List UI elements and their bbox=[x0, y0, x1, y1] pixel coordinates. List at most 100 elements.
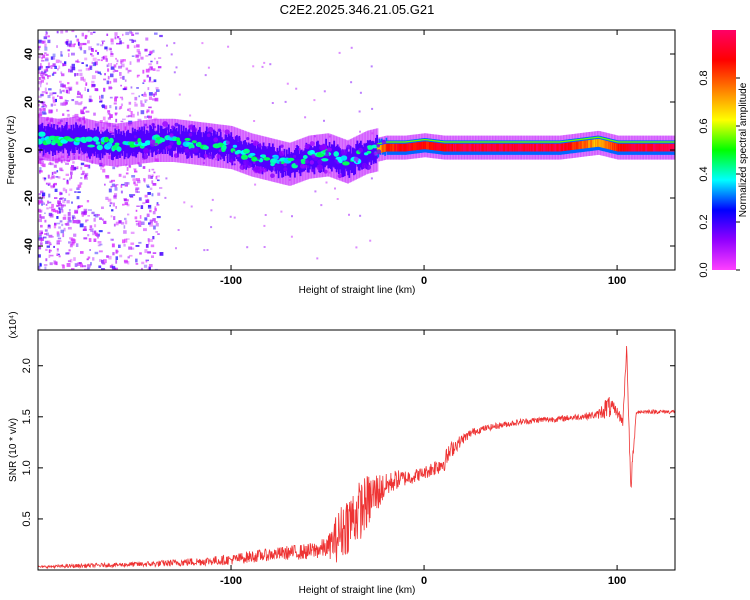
spectrogram-noise-cell bbox=[60, 102, 64, 106]
spectrogram-noise-cell bbox=[66, 263, 71, 267]
spectrogram-ridge-blob bbox=[257, 156, 261, 160]
spectrogram-noise-cell bbox=[130, 113, 135, 118]
spectrogram-ridge-band bbox=[365, 142, 368, 170]
spectrogram-noise-cell bbox=[100, 59, 103, 62]
spectrogram-ridge-core bbox=[399, 141, 402, 143]
spectrogram-noise-cell bbox=[40, 79, 44, 83]
spectrogram-noise-cell bbox=[170, 53, 173, 56]
spectrogram-noise-cell bbox=[143, 178, 146, 183]
spectrogram-ridge-band bbox=[90, 129, 92, 157]
spectrogram-ridge-core bbox=[495, 141, 498, 143]
spectrogram-noise-cell bbox=[46, 245, 50, 248]
spectrogram-noise-cell bbox=[60, 51, 63, 55]
spectrogram-ridge-core bbox=[486, 143, 489, 152]
spectrogram-noise-cell bbox=[325, 181, 328, 184]
spectrogram-noise-cell bbox=[38, 245, 42, 250]
spectrogram-ridge-band bbox=[321, 147, 324, 169]
spectrogram-ridge-core bbox=[596, 139, 599, 147]
spectrogram-noise-cell bbox=[233, 216, 236, 219]
spectrogram-noise-cell bbox=[66, 43, 71, 47]
spectrogram-noise-cell bbox=[66, 100, 69, 102]
spectrogram-noise-cell bbox=[54, 161, 59, 164]
spectrogram-noise-cell bbox=[102, 165, 105, 168]
spectrogram-ridge-blob bbox=[304, 159, 309, 164]
spectrogram-noise-cell bbox=[131, 247, 135, 250]
spectrogram-noise-cell bbox=[148, 264, 153, 268]
spectrogram-noise-cell bbox=[58, 253, 60, 256]
spectrogram-noise-cell bbox=[140, 205, 144, 209]
spectrogram-noise-cell bbox=[158, 57, 162, 59]
spectrogram-ridge-core bbox=[660, 141, 663, 143]
spectrogram-ridge-blob bbox=[243, 148, 250, 154]
spectrogram-ridge-core bbox=[478, 141, 480, 143]
spectrogram-ridge-band bbox=[92, 130, 95, 154]
spectrogram-ridge-core bbox=[644, 143, 646, 152]
spectrogram-ridge-blob bbox=[302, 155, 308, 159]
spectrogram-noise-cell bbox=[65, 41, 69, 45]
spectrogram-noise-cell bbox=[119, 106, 123, 109]
spectrogram-ridge-core bbox=[605, 140, 608, 149]
spectrogram-noise-cell bbox=[56, 170, 59, 173]
spectrogram-ridge-core bbox=[505, 141, 507, 143]
spectrogram-ridge-core bbox=[593, 137, 595, 139]
spectrogram-noise-cell bbox=[115, 206, 117, 209]
spectrogram-ridge-core bbox=[467, 141, 470, 143]
spectrogram-ridge-core bbox=[621, 141, 624, 143]
spectrogram-noise-cell bbox=[62, 178, 66, 180]
spectrogram-ridge-blob bbox=[206, 133, 211, 138]
spectrogram-ridge-core bbox=[534, 141, 536, 143]
spectrogram-noise-cell bbox=[151, 180, 154, 184]
spectrogram-ridge-core bbox=[463, 141, 466, 143]
spectrogram-ridge-core bbox=[541, 143, 544, 152]
spectrogram-ridge-blob bbox=[106, 142, 113, 148]
spectrogram-ridge-core bbox=[571, 142, 574, 150]
spectrogram-ridge-core bbox=[563, 140, 565, 143]
spectrogram-noise-cell bbox=[39, 214, 42, 219]
spectrogram-noise-cell bbox=[99, 120, 103, 123]
spectrogram-noise-cell bbox=[38, 103, 40, 107]
spectrogram-ridge-core bbox=[669, 143, 671, 152]
spectrogram-ridge-core bbox=[591, 139, 593, 148]
spectrogram-ridge-core bbox=[446, 143, 448, 152]
spectrogram-ridge-core bbox=[544, 141, 547, 143]
spectrogram-noise-cell bbox=[60, 197, 64, 200]
spectrogram-noise-cell bbox=[62, 200, 66, 204]
spectrogram-noise-cell bbox=[80, 177, 83, 179]
spectrogram-ridge-blob bbox=[283, 162, 287, 167]
spectrogram-noise-cell bbox=[114, 36, 117, 40]
spectrogram-noise-cell bbox=[83, 237, 88, 240]
spectrogram-noise-cell bbox=[144, 249, 148, 253]
spectrogram-noise-cell bbox=[147, 174, 152, 179]
spectrogram-noise-cell bbox=[47, 240, 51, 244]
spectrogram-noise-cell bbox=[105, 58, 108, 62]
spectrogram-ridge-blob bbox=[376, 144, 381, 148]
spectrogram-noise-cell bbox=[65, 162, 69, 165]
spectrogram-noise-cell bbox=[110, 53, 114, 57]
spectrogram-ridge-band bbox=[290, 152, 293, 173]
spectrogram-ridge-core bbox=[505, 143, 507, 152]
spectrogram-ridge-core bbox=[564, 140, 566, 142]
spectrogram-noise-cell bbox=[44, 266, 47, 270]
spectrogram-noise-cell bbox=[85, 67, 89, 71]
spectrogram-ridge-core bbox=[654, 141, 657, 143]
spectrogram-noise-cell bbox=[79, 47, 83, 51]
y-tick-label: 1.5 bbox=[21, 409, 33, 424]
spectrogram-noise-cell bbox=[253, 120, 256, 122]
spectrogram-noise-cell bbox=[114, 32, 118, 36]
spectrogram-ridge-core bbox=[435, 142, 438, 151]
spectrogram-noise-cell bbox=[116, 184, 119, 186]
spectrogram-ridge-core bbox=[444, 143, 446, 152]
spectrogram-noise-cell bbox=[141, 94, 144, 96]
spectrogram-ridge-core bbox=[423, 141, 425, 150]
spectrogram-noise-cell bbox=[52, 96, 55, 100]
spectrogram-noise-cell bbox=[114, 97, 117, 102]
spectrogram-noise-cell bbox=[103, 87, 106, 92]
spectrogram-ridge-core bbox=[529, 141, 531, 143]
spectrogram-ridge-core bbox=[549, 143, 552, 152]
spectrogram-noise-cell bbox=[123, 259, 128, 263]
spectrogram-ridge-blob bbox=[184, 148, 190, 154]
spectrogram-noise-cell bbox=[201, 42, 204, 45]
spectrogram-noise-cell bbox=[131, 92, 135, 95]
spectrogram-noise-cell bbox=[118, 220, 122, 224]
spectrogram-ridge-core bbox=[533, 143, 535, 152]
